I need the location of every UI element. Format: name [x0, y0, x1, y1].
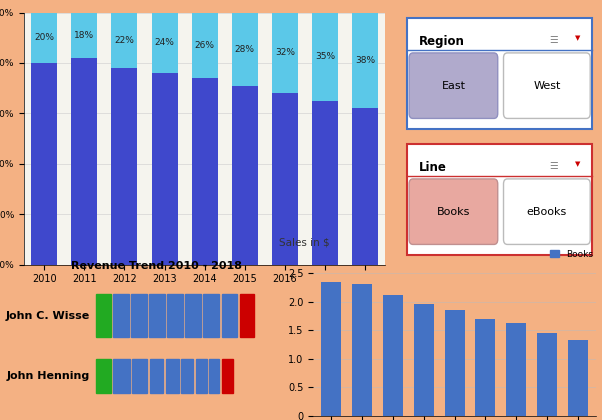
Bar: [568, 340, 588, 416]
Bar: [111, 13, 137, 68]
Text: 26%: 26%: [194, 41, 215, 50]
Text: 24%: 24%: [155, 38, 175, 47]
Bar: [232, 86, 258, 265]
Bar: [352, 284, 372, 416]
Text: 20%: 20%: [34, 33, 54, 42]
Text: 35%: 35%: [315, 52, 335, 61]
Bar: [191, 13, 218, 78]
Bar: [272, 13, 298, 93]
Text: John C. Wisse: John C. Wisse: [6, 311, 90, 321]
Bar: [240, 294, 254, 337]
Bar: [131, 294, 147, 337]
Text: ☰: ☰: [550, 161, 559, 171]
Bar: [152, 13, 178, 73]
Text: Line: Line: [419, 161, 447, 174]
Bar: [166, 359, 179, 393]
Legend: Books, eBooks: Books, eBooks: [126, 0, 247, 3]
Bar: [222, 294, 237, 337]
Bar: [475, 319, 495, 416]
Text: East: East: [441, 81, 465, 91]
Bar: [167, 294, 183, 337]
Bar: [444, 310, 465, 416]
Title: Revenue Trend 2010 - 2018: Revenue Trend 2010 - 2018: [71, 261, 242, 271]
Text: ▼: ▼: [575, 161, 580, 167]
Bar: [71, 58, 98, 265]
Bar: [232, 13, 258, 86]
Bar: [506, 323, 526, 416]
Bar: [96, 294, 111, 337]
FancyBboxPatch shape: [503, 179, 590, 244]
Bar: [383, 295, 403, 416]
Bar: [414, 304, 434, 416]
Bar: [111, 68, 137, 265]
Text: John Henning: John Henning: [7, 371, 90, 381]
Text: Region: Region: [419, 35, 465, 48]
Bar: [149, 294, 165, 337]
FancyBboxPatch shape: [409, 53, 498, 118]
Text: 38%: 38%: [355, 56, 375, 65]
Text: ▼: ▼: [575, 35, 580, 41]
Text: eBooks: eBooks: [527, 207, 567, 217]
Bar: [209, 359, 220, 393]
Bar: [222, 359, 234, 393]
Bar: [113, 359, 130, 393]
Text: Sales in $: Sales in $: [279, 237, 330, 247]
FancyBboxPatch shape: [407, 144, 592, 255]
Bar: [312, 101, 338, 265]
FancyBboxPatch shape: [409, 179, 498, 244]
Bar: [352, 13, 378, 108]
Text: 18%: 18%: [74, 31, 95, 40]
Bar: [31, 13, 57, 63]
Bar: [132, 359, 147, 393]
Bar: [31, 63, 57, 265]
Legend: Books: Books: [547, 246, 597, 262]
Text: 32%: 32%: [275, 48, 295, 58]
Bar: [352, 108, 378, 265]
Bar: [71, 13, 98, 58]
Bar: [203, 294, 219, 337]
Bar: [537, 333, 557, 416]
Bar: [181, 359, 193, 393]
Bar: [196, 359, 207, 393]
FancyBboxPatch shape: [407, 18, 592, 129]
Bar: [113, 294, 129, 337]
Text: Books: Books: [436, 207, 470, 217]
Text: West: West: [533, 81, 560, 91]
Bar: [272, 93, 298, 265]
Bar: [96, 359, 111, 393]
Text: ☰: ☰: [550, 35, 559, 45]
Bar: [150, 359, 164, 393]
Text: 28%: 28%: [235, 45, 255, 54]
Text: 22%: 22%: [114, 36, 134, 45]
Bar: [321, 281, 341, 416]
FancyBboxPatch shape: [503, 53, 590, 118]
Bar: [191, 78, 218, 265]
Bar: [312, 13, 338, 101]
Bar: [185, 294, 201, 337]
Bar: [152, 73, 178, 265]
